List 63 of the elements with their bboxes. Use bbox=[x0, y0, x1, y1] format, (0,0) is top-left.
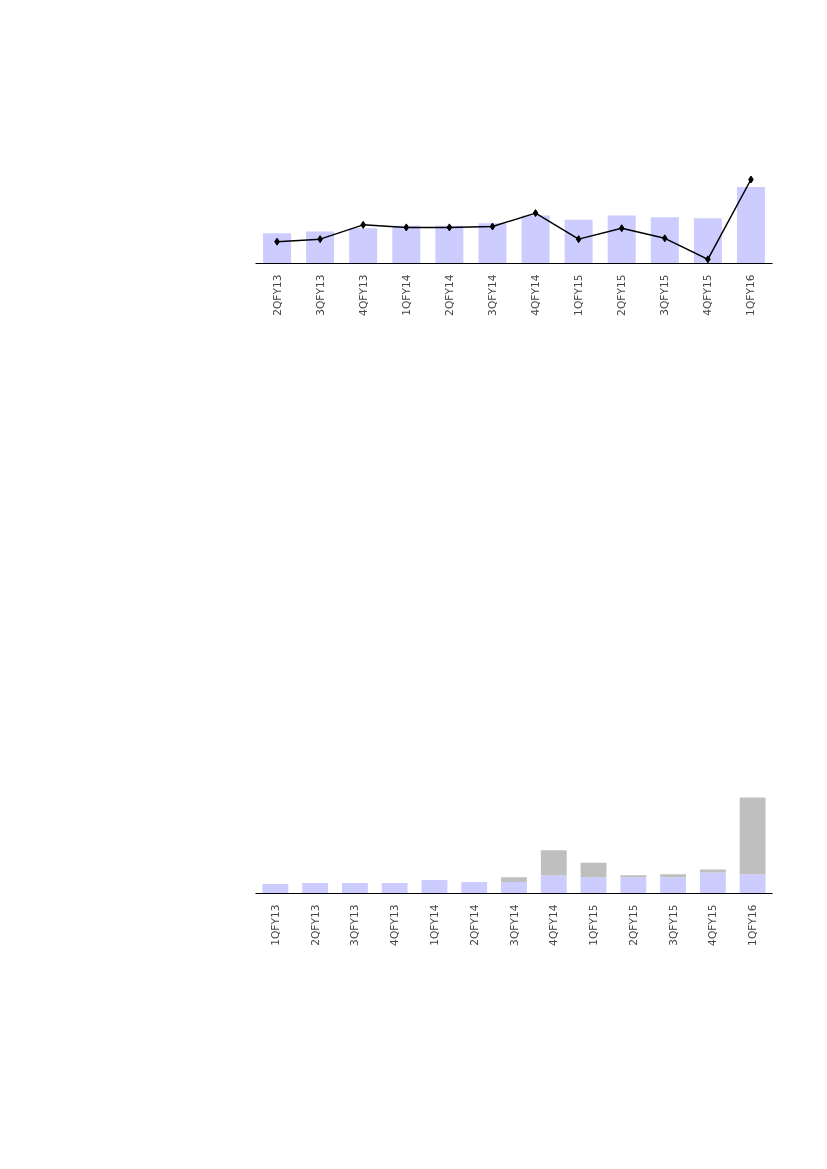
point bbox=[575, 235, 582, 244]
x-tick-label: 1QFY15 bbox=[572, 274, 586, 316]
point bbox=[661, 234, 668, 243]
bar bbox=[435, 225, 464, 264]
point bbox=[360, 220, 367, 229]
bar bbox=[693, 218, 722, 264]
bar bbox=[349, 228, 378, 264]
x-tick-label: 2QFY15 bbox=[626, 904, 640, 946]
x-tick-label: 4QFY15 bbox=[706, 904, 720, 946]
bar bbox=[660, 877, 686, 894]
bar bbox=[736, 187, 765, 264]
x-tick-label: 3QFY13 bbox=[348, 904, 362, 946]
bar bbox=[620, 877, 647, 894]
bar bbox=[739, 874, 766, 894]
bar bbox=[521, 215, 550, 264]
point bbox=[403, 223, 410, 232]
bar bbox=[478, 223, 507, 264]
x-tick-label: 1QFY14 bbox=[427, 904, 441, 946]
x-tick-label: 4QFY15 bbox=[701, 274, 715, 316]
bar bbox=[392, 225, 421, 264]
point bbox=[618, 224, 625, 233]
x-tick-label: 4QFY13 bbox=[388, 904, 402, 946]
bar bbox=[262, 883, 289, 894]
x-tick-label: 3QFY14 bbox=[507, 904, 521, 946]
bar bbox=[580, 862, 607, 878]
x-tick-label: 1QFY14 bbox=[399, 274, 413, 316]
bar bbox=[306, 231, 335, 264]
bar bbox=[501, 877, 527, 882]
point bbox=[446, 223, 453, 232]
point bbox=[532, 209, 539, 218]
point bbox=[489, 222, 496, 231]
bar bbox=[461, 881, 488, 894]
x-tick-label: 4QFY13 bbox=[356, 274, 370, 316]
x-tick-label: 4QFY14 bbox=[547, 904, 561, 946]
bar bbox=[580, 877, 607, 894]
bar bbox=[342, 882, 368, 894]
x-tick-label: 3QFY15 bbox=[658, 274, 672, 316]
x-tick-label: 1QFY16 bbox=[746, 904, 760, 946]
bar bbox=[607, 215, 636, 264]
bar bbox=[263, 233, 292, 264]
x-tick-label: 2QFY14 bbox=[467, 904, 481, 946]
bar bbox=[421, 880, 448, 894]
bar bbox=[739, 797, 766, 875]
x-tick-label: 1QFY15 bbox=[587, 904, 601, 946]
x-tick-label: 2QFY14 bbox=[442, 274, 456, 316]
bar bbox=[381, 882, 408, 894]
x-tick-label: 1QFY16 bbox=[744, 274, 758, 316]
x-tick-label: 2QFY15 bbox=[615, 274, 629, 316]
bar bbox=[540, 875, 567, 894]
x-tick-label: 3QFY15 bbox=[666, 904, 680, 946]
bar bbox=[660, 874, 686, 878]
x-tick-label: 4QFY14 bbox=[529, 274, 543, 316]
x-tick-label: 2QFY13 bbox=[308, 904, 322, 946]
x-tick-label: 1QFY13 bbox=[268, 904, 282, 946]
x-tick-label: 3QFY13 bbox=[313, 274, 327, 316]
bar bbox=[501, 881, 527, 894]
bar bbox=[564, 219, 593, 264]
x-tick-label: 2QFY13 bbox=[270, 274, 284, 316]
bar bbox=[699, 872, 726, 894]
bar bbox=[650, 217, 679, 264]
bar bbox=[302, 882, 329, 894]
bar bbox=[540, 850, 567, 876]
x-tick-label: 3QFY14 bbox=[485, 274, 499, 316]
